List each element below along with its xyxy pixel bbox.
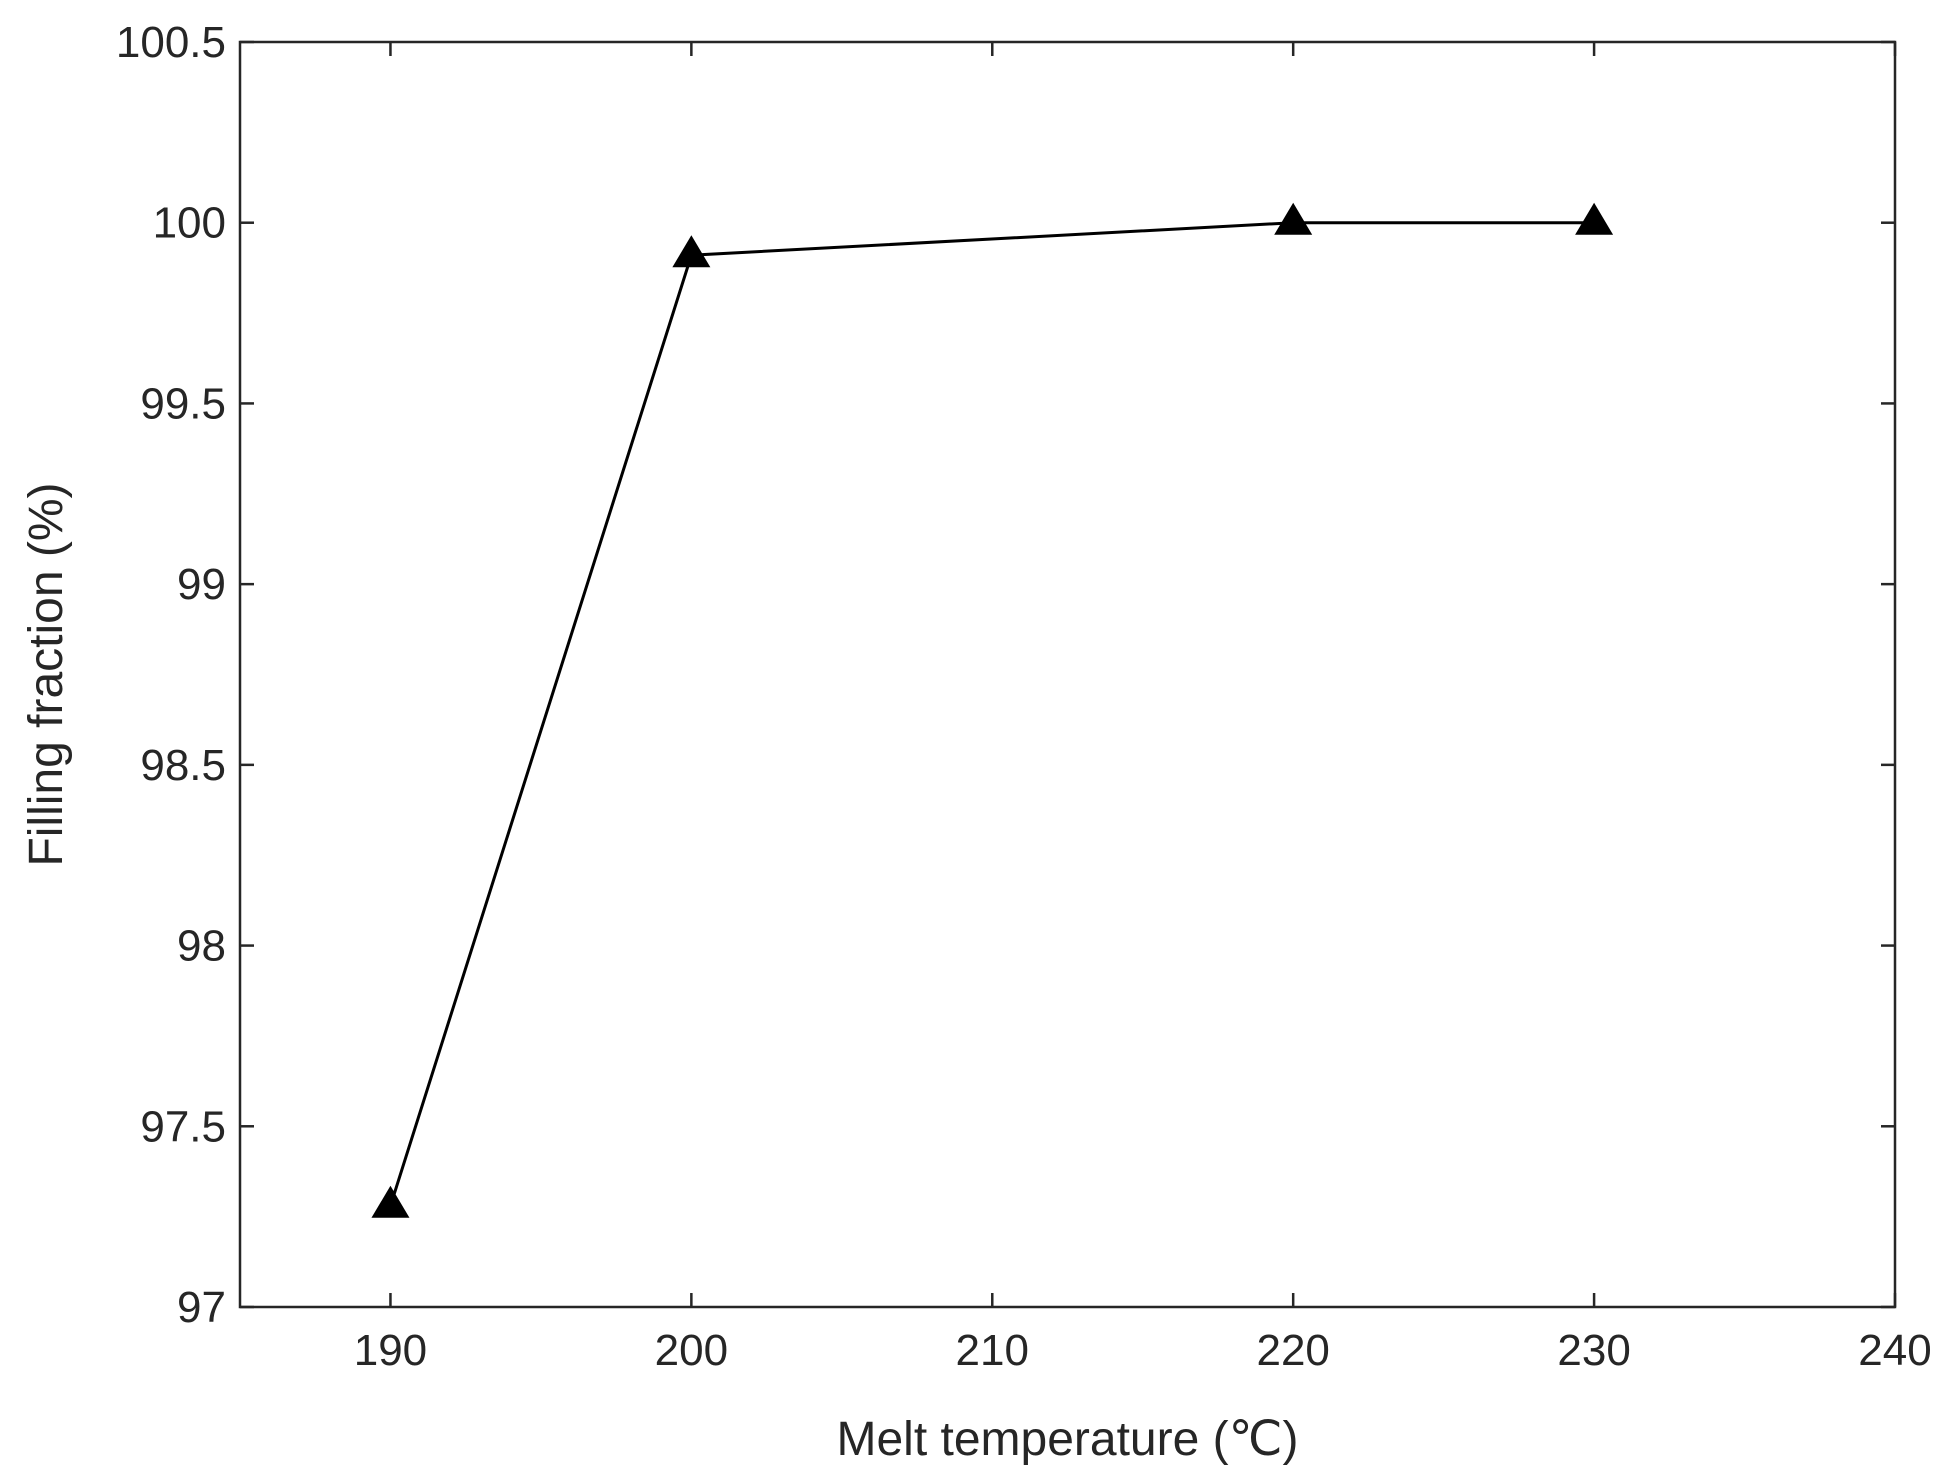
y-axis-label: Filling fraction (%) [20, 482, 73, 866]
x-tick-label: 240 [1858, 1326, 1931, 1375]
y-tick-label: 100.5 [116, 18, 226, 67]
x-tick-label: 200 [655, 1326, 728, 1375]
ticks [240, 40, 1897, 1309]
y-tick-label: 100 [153, 199, 226, 248]
x-tick-label: 210 [956, 1326, 1029, 1375]
series [371, 202, 1614, 1218]
y-tick-label: 99 [177, 560, 226, 609]
y-tick-label: 97 [177, 1283, 226, 1332]
y-tick-label: 98 [177, 922, 226, 971]
y-tick-label: 98.5 [140, 741, 226, 790]
x-tick-label: 230 [1557, 1326, 1630, 1375]
tick-labels: 190 200 210 220 230 240 97 97.5 98 98.5 99 99.5 100 1… [116, 18, 1932, 1375]
plot-area [238, 40, 1897, 1309]
x-tick-label: 220 [1256, 1326, 1329, 1375]
data-point-triangle [371, 1185, 410, 1218]
x-axis-label: Melt temperature (℃) [836, 1413, 1298, 1466]
data-point-triangle [1274, 202, 1313, 235]
series-line [389, 221, 1595, 1207]
data-point-triangle [1575, 202, 1614, 235]
y-tick-label: 99.5 [140, 379, 226, 428]
data-point-triangle [672, 235, 711, 268]
x-tick-label: 190 [354, 1326, 427, 1375]
y-tick-label: 97.5 [140, 1102, 226, 1151]
